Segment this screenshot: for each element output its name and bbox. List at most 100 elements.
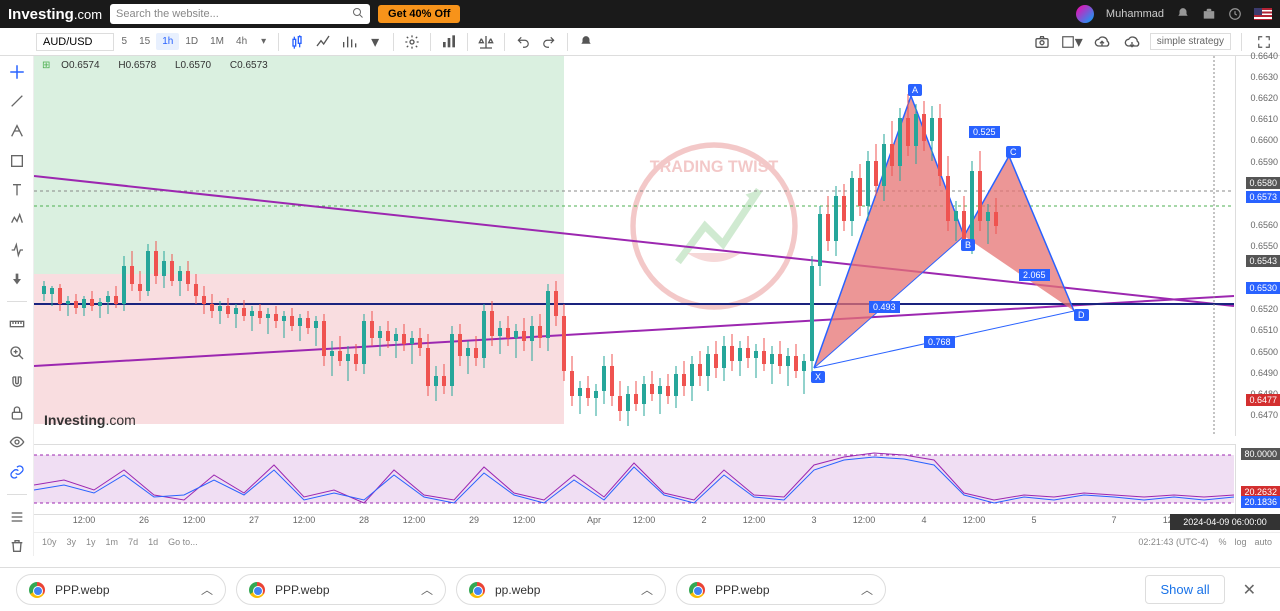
time-tick: 29 bbox=[469, 515, 479, 525]
promo-button[interactable]: Get 40% Off bbox=[378, 5, 460, 23]
separator bbox=[278, 33, 279, 51]
axis-opt-log[interactable]: log bbox=[1234, 537, 1246, 547]
axis-opt-auto[interactable]: auto bbox=[1254, 537, 1272, 547]
separator bbox=[467, 33, 468, 51]
range-7d[interactable]: 7d bbox=[128, 537, 138, 547]
chevron-up-icon[interactable]: ︿ bbox=[861, 581, 873, 598]
fib-label: 2.065 bbox=[1019, 269, 1050, 281]
main-chart[interactable]: ⊞ O0.6574 H0.6578 L0.6570 C0.6573 TRADIN… bbox=[34, 56, 1235, 436]
price-tick: 0.6560 bbox=[1250, 220, 1278, 230]
zoom-icon[interactable] bbox=[7, 344, 27, 364]
price-tick: 0.6590 bbox=[1250, 157, 1278, 167]
list-icon[interactable] bbox=[7, 507, 27, 527]
range-10y[interactable]: 10y bbox=[42, 537, 57, 547]
username[interactable]: Muhammad bbox=[1106, 8, 1164, 20]
fib-label: 0.493 bbox=[869, 301, 900, 313]
clock-display: 02:21:43 (UTC-4) bbox=[1138, 537, 1208, 547]
price-tick: 0.6640 bbox=[1250, 51, 1278, 61]
settings-icon[interactable] bbox=[400, 32, 424, 52]
search-placeholder: Search the website... bbox=[116, 8, 219, 20]
price-axis[interactable]: 0.66400.66300.66200.66100.66000.65900.65… bbox=[1235, 56, 1280, 436]
eye-icon[interactable] bbox=[7, 432, 27, 452]
link-icon[interactable] bbox=[7, 462, 27, 482]
user-area: Muhammad bbox=[1076, 5, 1272, 23]
trendline-icon[interactable] bbox=[7, 92, 27, 112]
price-tick: 0.6610 bbox=[1250, 114, 1278, 124]
download-filename: PPP.webp bbox=[275, 583, 330, 597]
fullscreen-icon[interactable] bbox=[1252, 32, 1276, 52]
indicators-icon[interactable] bbox=[337, 32, 361, 52]
forecast-icon[interactable] bbox=[7, 240, 27, 260]
camera-icon[interactable] bbox=[1030, 32, 1054, 52]
bell-icon[interactable] bbox=[1176, 7, 1190, 21]
toolbar-right: ▾ simple strategy bbox=[1030, 32, 1276, 52]
chevron-up-icon[interactable]: ︿ bbox=[421, 581, 433, 598]
time-tick: 12:00 bbox=[963, 515, 986, 525]
redo-icon[interactable] bbox=[537, 32, 561, 52]
alert-icon[interactable] bbox=[574, 32, 598, 52]
cloud-up-icon[interactable] bbox=[1090, 32, 1114, 52]
scales-icon[interactable] bbox=[474, 32, 498, 52]
search-input[interactable]: Search the website... bbox=[110, 4, 370, 24]
clock-icon[interactable] bbox=[1228, 7, 1242, 21]
arrow-down-icon[interactable] bbox=[7, 269, 27, 289]
barchart-icon[interactable] bbox=[437, 32, 461, 52]
axis-opt-%[interactable]: % bbox=[1218, 537, 1226, 547]
range-1y[interactable]: 1y bbox=[86, 537, 96, 547]
timeframe-5[interactable]: 5 bbox=[116, 33, 134, 50]
cursor-icon[interactable] bbox=[7, 62, 27, 82]
strategy-selector[interactable]: simple strategy bbox=[1150, 33, 1231, 50]
pattern-icon[interactable] bbox=[7, 210, 27, 230]
chrome-icon bbox=[469, 582, 485, 598]
flag-icon[interactable] bbox=[1254, 8, 1272, 20]
candle-style-icon[interactable] bbox=[285, 32, 309, 52]
range-3y[interactable]: 3y bbox=[67, 537, 77, 547]
shapes-icon[interactable] bbox=[7, 151, 27, 171]
avatar[interactable] bbox=[1076, 5, 1094, 23]
range-1d[interactable]: 1d bbox=[148, 537, 158, 547]
compare-icon[interactable] bbox=[311, 32, 335, 52]
download-item[interactable]: PPP.webp︿ bbox=[676, 574, 886, 605]
time-tick: 4 bbox=[921, 515, 926, 525]
time-axis[interactable]: 12:002612:002712:002812:002912:00Apr12:0… bbox=[34, 514, 1235, 532]
template-icon[interactable]: ▾ bbox=[363, 32, 387, 52]
chevron-up-icon[interactable]: ︿ bbox=[201, 581, 213, 598]
download-filename: pp.webp bbox=[495, 583, 540, 597]
text-icon[interactable] bbox=[7, 181, 27, 201]
price-tick: 0.6550 bbox=[1250, 241, 1278, 251]
pitchfork-icon[interactable] bbox=[7, 121, 27, 141]
site-logo[interactable]: Investing.com bbox=[8, 6, 102, 23]
indicator-panel[interactable] bbox=[34, 444, 1235, 514]
chart-canvas bbox=[34, 56, 1235, 436]
layout-icon[interactable]: ▾ bbox=[1060, 32, 1084, 52]
undo-icon[interactable] bbox=[511, 32, 535, 52]
chevron-up-icon[interactable]: ︿ bbox=[641, 581, 653, 598]
briefcase-icon[interactable] bbox=[1202, 7, 1216, 21]
indicator-axis[interactable]: 80.000020.263220.1836 bbox=[1235, 444, 1280, 514]
trash-icon[interactable] bbox=[7, 536, 27, 556]
indicator-canvas bbox=[34, 445, 1235, 514]
download-item[interactable]: pp.webp ︿ bbox=[456, 574, 666, 605]
timeframe-1M[interactable]: 1M bbox=[204, 33, 230, 50]
close-downloads-button[interactable]: ✕ bbox=[1235, 576, 1264, 604]
timeframe-4h[interactable]: 4h bbox=[230, 33, 253, 50]
symbol-selector[interactable]: AUD/USD bbox=[36, 33, 114, 51]
lock-icon[interactable] bbox=[7, 403, 27, 423]
timeframe-15[interactable]: 15 bbox=[133, 33, 156, 50]
pattern-point-A: A bbox=[908, 84, 922, 96]
price-tick: 0.6500 bbox=[1250, 347, 1278, 357]
download-item[interactable]: PPP.webp︿ bbox=[16, 574, 226, 605]
ohlc-h: 0.6578 bbox=[126, 60, 157, 71]
show-all-button[interactable]: Show all bbox=[1145, 575, 1224, 604]
price-tick: 0.6620 bbox=[1250, 93, 1278, 103]
cloud-down-icon[interactable] bbox=[1120, 32, 1144, 52]
download-item[interactable]: PPP.webp ︿ bbox=[236, 574, 446, 605]
downloads-bar: PPP.webp︿PPP.webp︿pp.webp︿PPP.webp︿ Show… bbox=[0, 567, 1280, 611]
range-Go to...[interactable]: Go to... bbox=[168, 537, 198, 547]
range-1m[interactable]: 1m bbox=[106, 537, 119, 547]
timeframe-1h[interactable]: 1h bbox=[156, 33, 179, 50]
timeframe-more[interactable]: ▾ bbox=[255, 33, 272, 50]
timeframe-1D[interactable]: 1D bbox=[179, 33, 204, 50]
measure-icon[interactable] bbox=[7, 314, 27, 334]
magnet-icon[interactable] bbox=[7, 373, 27, 393]
